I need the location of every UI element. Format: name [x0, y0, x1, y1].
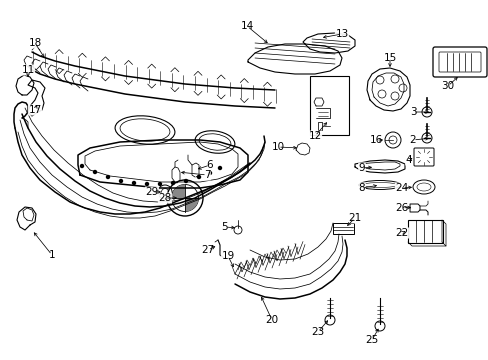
Text: 4: 4	[405, 155, 411, 165]
Circle shape	[184, 180, 187, 183]
Text: 3: 3	[409, 107, 415, 117]
Text: 20: 20	[265, 315, 278, 325]
FancyBboxPatch shape	[407, 220, 442, 243]
Circle shape	[218, 166, 221, 170]
Text: 29: 29	[145, 187, 158, 197]
Text: 18: 18	[28, 38, 41, 48]
FancyBboxPatch shape	[332, 222, 353, 234]
Wedge shape	[184, 198, 198, 212]
Text: 1: 1	[49, 250, 55, 260]
Text: 7: 7	[203, 170, 210, 180]
Text: 30: 30	[441, 81, 454, 91]
Circle shape	[119, 180, 122, 183]
Text: 22: 22	[395, 228, 408, 238]
Circle shape	[93, 171, 96, 174]
Circle shape	[197, 176, 200, 179]
Text: 12: 12	[308, 131, 321, 141]
Text: 24: 24	[395, 183, 408, 193]
Circle shape	[132, 181, 135, 185]
FancyBboxPatch shape	[309, 76, 348, 135]
FancyBboxPatch shape	[438, 52, 480, 72]
Text: 28: 28	[158, 193, 171, 203]
Text: 9: 9	[358, 163, 365, 173]
Text: 8: 8	[358, 183, 365, 193]
Text: 5: 5	[221, 222, 228, 232]
Wedge shape	[171, 185, 184, 198]
Text: 13: 13	[335, 29, 348, 39]
Text: 10: 10	[271, 142, 284, 152]
Circle shape	[145, 183, 148, 185]
Text: 19: 19	[221, 251, 234, 261]
Circle shape	[81, 165, 83, 167]
Circle shape	[158, 183, 161, 185]
FancyBboxPatch shape	[432, 47, 486, 77]
Text: 6: 6	[206, 160, 213, 170]
Circle shape	[208, 171, 211, 175]
Circle shape	[171, 181, 174, 185]
Circle shape	[106, 176, 109, 179]
Text: 11: 11	[21, 65, 35, 75]
Text: 17: 17	[28, 105, 41, 115]
FancyBboxPatch shape	[413, 148, 433, 166]
Text: 15: 15	[383, 53, 396, 63]
Text: 14: 14	[240, 21, 253, 31]
Text: 23: 23	[311, 327, 324, 337]
Text: 26: 26	[395, 203, 408, 213]
Text: 25: 25	[365, 335, 378, 345]
Text: 27: 27	[201, 245, 214, 255]
Text: 2: 2	[409, 135, 415, 145]
Text: 21: 21	[347, 213, 361, 223]
Text: 16: 16	[368, 135, 382, 145]
